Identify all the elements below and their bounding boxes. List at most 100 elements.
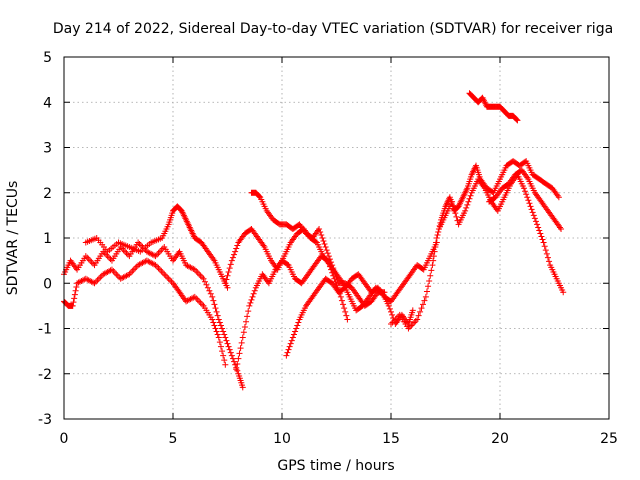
axis-ticks <box>63 56 610 420</box>
data-point <box>423 288 430 295</box>
data-point <box>165 275 172 282</box>
data-point <box>325 253 332 260</box>
series-track-b <box>61 257 229 368</box>
data-point <box>543 250 550 257</box>
data-point <box>329 262 336 269</box>
data-point <box>283 352 290 359</box>
data-point <box>558 225 565 232</box>
data-point <box>555 194 562 201</box>
data-point <box>211 322 218 329</box>
data-point <box>284 349 291 356</box>
data-point <box>212 305 219 312</box>
data-point <box>224 340 231 347</box>
data-point <box>227 261 234 268</box>
data-point <box>534 221 541 228</box>
data-point <box>190 294 197 301</box>
data-point <box>222 280 229 287</box>
data-point <box>233 245 240 252</box>
data-point <box>197 272 204 279</box>
data-point <box>154 251 161 258</box>
data-point <box>463 204 470 211</box>
data-point <box>337 293 344 300</box>
data-point <box>206 287 213 294</box>
chart-title: Day 214 of 2022, Sidereal Day-to-day VTE… <box>53 21 613 37</box>
data-point <box>123 250 130 257</box>
data-point <box>249 293 256 300</box>
data-point <box>107 256 114 263</box>
data-point <box>434 231 441 238</box>
data-point <box>236 350 243 357</box>
data-point <box>319 235 326 241</box>
data-point <box>233 366 240 373</box>
data-point <box>284 261 291 268</box>
data-point <box>217 322 224 329</box>
data-point <box>312 238 319 245</box>
data-point <box>409 307 416 314</box>
data-point <box>228 352 235 359</box>
data-point <box>229 254 236 261</box>
data-point <box>87 257 94 264</box>
data-point <box>72 287 79 294</box>
data-point <box>333 274 340 281</box>
data-point <box>426 277 433 284</box>
data-point <box>342 308 349 315</box>
y-tick-label: -2 <box>38 367 52 383</box>
data-point <box>530 212 537 219</box>
data-point <box>221 357 228 364</box>
data-point <box>226 265 233 272</box>
data-point <box>161 271 168 278</box>
data-point <box>462 207 469 214</box>
data-point <box>464 201 471 208</box>
data-point <box>201 278 208 285</box>
y-tick-label: 2 <box>43 186 52 202</box>
series-track-d <box>222 225 416 327</box>
data-point <box>527 203 534 210</box>
data-point <box>239 384 246 391</box>
series-track-c <box>82 203 231 291</box>
data-point <box>210 297 217 304</box>
data-point <box>129 268 136 275</box>
data-point <box>340 301 347 308</box>
data-point <box>107 267 114 274</box>
data-point <box>452 210 459 217</box>
data-point <box>536 227 543 234</box>
data-point <box>247 299 254 306</box>
data-point <box>389 311 396 318</box>
data-point <box>388 308 394 315</box>
data-point <box>465 198 472 205</box>
data-point <box>73 284 80 291</box>
y-tick-label: -3 <box>38 412 52 428</box>
data-point <box>222 361 229 368</box>
y-tick-label: -1 <box>38 322 52 338</box>
data-point <box>214 331 221 338</box>
y-tick-labels: -3 -2 -1 0 1 2 3 4 5 <box>38 50 52 428</box>
data-point <box>344 316 351 323</box>
data-point <box>417 308 424 315</box>
data-point <box>212 325 219 332</box>
data-point <box>211 301 218 308</box>
data-point <box>542 247 549 254</box>
data-point <box>450 202 457 209</box>
data-point <box>70 299 77 306</box>
series-track-g <box>283 239 440 359</box>
data-point <box>331 268 338 275</box>
data-point <box>138 242 145 249</box>
data-point <box>95 275 102 282</box>
data-point <box>250 290 257 297</box>
x-tick-label: 0 <box>60 431 69 447</box>
data-point <box>156 248 163 255</box>
data-points <box>61 90 567 391</box>
series-track-f <box>248 189 388 309</box>
data-point <box>213 308 220 315</box>
data-point <box>199 301 206 308</box>
data-point <box>418 305 425 312</box>
data-point <box>92 278 99 285</box>
data-point <box>522 188 529 195</box>
data-point <box>432 244 439 251</box>
data-point <box>84 254 91 261</box>
data-point <box>156 266 163 273</box>
data-point <box>324 250 331 257</box>
data-point <box>124 251 131 258</box>
data-point <box>132 265 139 272</box>
data-point <box>164 274 171 281</box>
